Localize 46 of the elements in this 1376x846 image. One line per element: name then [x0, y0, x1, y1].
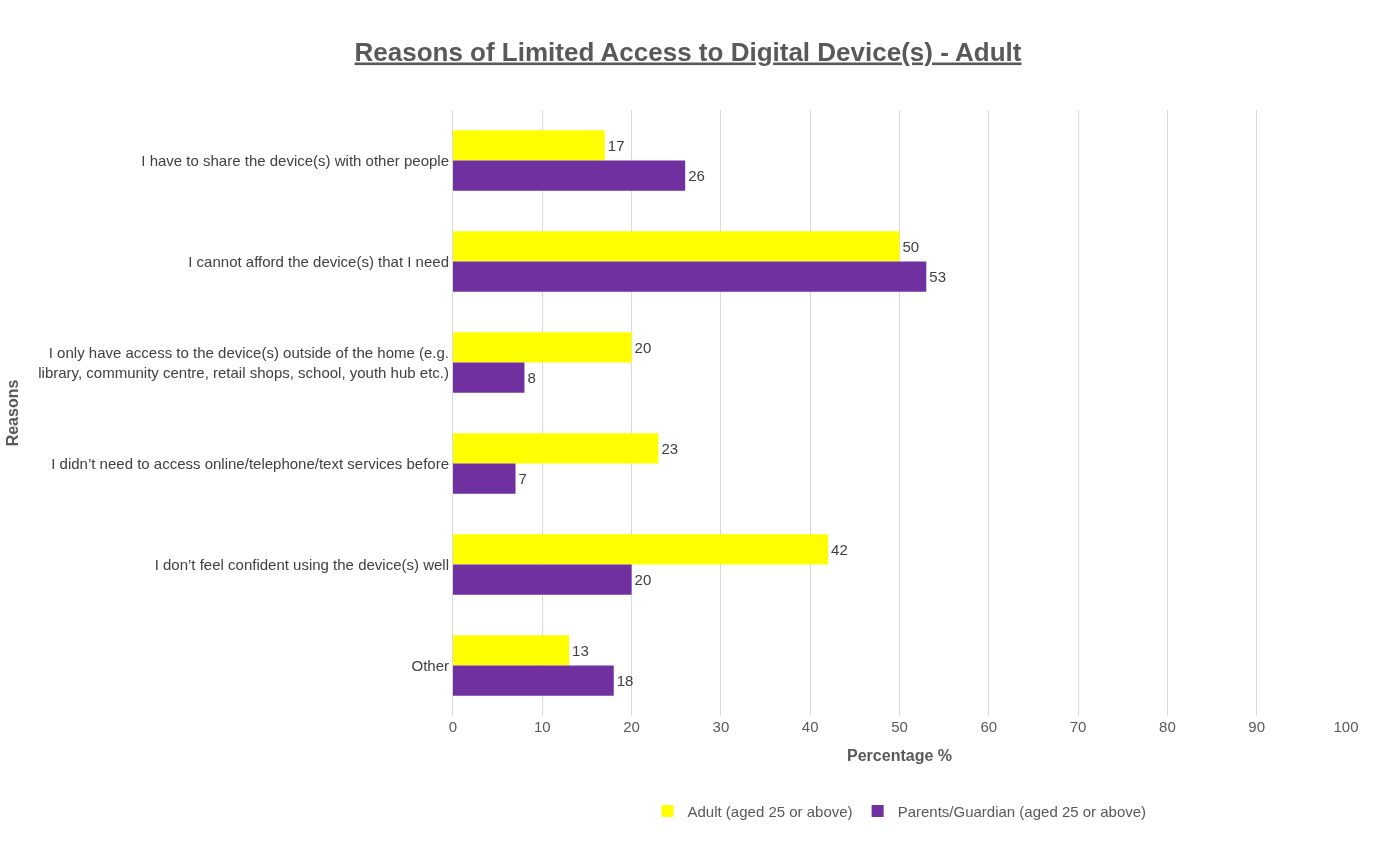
bar — [453, 564, 632, 595]
x-tick-label: 90 — [1248, 718, 1266, 735]
data-label: 7 — [518, 470, 527, 488]
bar — [453, 665, 614, 696]
data-label: 18 — [616, 672, 634, 690]
x-axis-title: Percentage % — [847, 746, 952, 764]
data-label: 20 — [634, 338, 652, 356]
data-label: 17 — [607, 136, 625, 154]
bar — [453, 463, 516, 494]
bar — [453, 362, 525, 393]
data-label: 20 — [634, 571, 652, 589]
x-tick-label: 30 — [712, 718, 730, 735]
y-axis-title: Reasons — [4, 379, 22, 447]
x-tick-label: 40 — [801, 718, 819, 735]
y-tick-label: I don’t feel confident using the device(s) well — [154, 555, 449, 573]
y-tick-label: I cannot afford the device(s) that I need — [188, 252, 449, 270]
bar — [453, 332, 632, 363]
bar — [453, 433, 659, 464]
x-tick-label: 80 — [1159, 718, 1176, 735]
bar — [453, 130, 605, 161]
y-tick-label: I only have access to the device(s) outside of the home (e.g. library, community centre, retail shops, school, youth hub etc.) — [38, 344, 449, 381]
bar — [453, 231, 900, 262]
data-label: 13 — [572, 641, 589, 659]
x-tick-label: 70 — [1069, 718, 1087, 735]
bar — [453, 635, 570, 666]
chart-title: Reasons of Limited Access to Digital Device(s) - Adult — [354, 36, 1022, 67]
data-label: 8 — [527, 369, 536, 387]
data-label: 26 — [688, 167, 705, 185]
y-tick-label: I didn’t need to access online/telephone/text services before — [51, 454, 449, 472]
data-label: 23 — [661, 439, 679, 457]
y-tick-label: I have to share the device(s) with other people — [141, 151, 449, 169]
x-tick-label: 0 — [448, 718, 458, 735]
x-tick-label: 50 — [891, 718, 908, 735]
y-tick-label: Other — [411, 656, 449, 674]
bar — [453, 261, 927, 292]
data-label: 50 — [902, 237, 920, 255]
legend-label: Adult (aged 25 or above) — [687, 802, 853, 820]
x-tick-label: 60 — [980, 718, 998, 735]
legend-label: Parents/Guardian (aged 25 or above) — [897, 802, 1147, 820]
x-tick-label: 100 — [1333, 718, 1359, 735]
bar — [453, 534, 829, 565]
bar — [453, 160, 686, 191]
x-tick-label: 10 — [533, 718, 551, 735]
data-label: 53 — [929, 268, 946, 286]
x-tick-label: 20 — [623, 718, 640, 735]
data-label: 42 — [831, 540, 848, 558]
